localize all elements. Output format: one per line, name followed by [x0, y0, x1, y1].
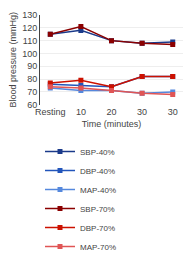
svg-text:110: 110	[23, 36, 37, 46]
svg-text:DBP-40%: DBP-40%	[80, 167, 115, 176]
svg-text:120: 120	[22, 23, 37, 33]
svg-text:20: 20	[106, 107, 116, 117]
svg-text:90: 90	[27, 61, 37, 71]
svg-text:MAP-70%: MAP-70%	[80, 243, 116, 252]
svg-text:70: 70	[27, 87, 37, 97]
svg-text:10: 10	[76, 107, 86, 117]
svg-text:SBP-70%: SBP-70%	[80, 205, 115, 214]
svg-text:SBP-40%: SBP-40%	[80, 148, 115, 157]
svg-text:130: 130	[22, 10, 37, 20]
svg-text:Blood pressure (mmHg): Blood pressure (mmHg)	[8, 12, 18, 108]
svg-text:Time (minutes): Time (minutes)	[82, 119, 142, 129]
svg-text:30: 30	[137, 107, 147, 117]
svg-text:DBP-70%: DBP-70%	[80, 224, 115, 233]
svg-text:Resting: Resting	[35, 107, 66, 117]
svg-text:80: 80	[27, 74, 37, 84]
svg-text:60: 60	[27, 100, 37, 110]
svg-text:30: 30	[168, 107, 178, 117]
svg-text:MAP-40%: MAP-40%	[80, 186, 116, 195]
svg-text:100: 100	[22, 49, 37, 59]
